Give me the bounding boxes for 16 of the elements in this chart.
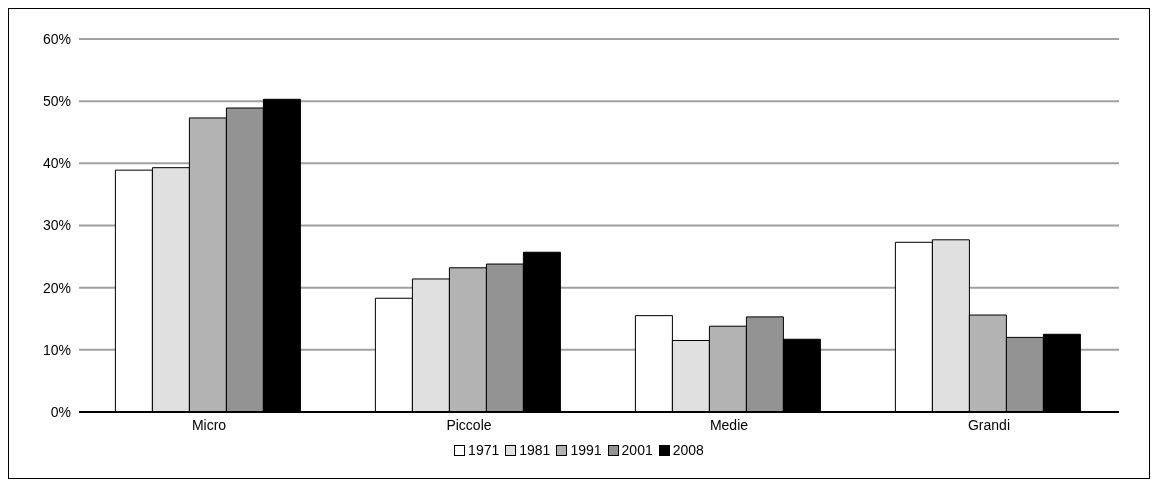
y-tick-label: 20% (42, 279, 71, 296)
legend-label: 2008 (672, 442, 704, 458)
x-tick-label: Grandi (967, 416, 1011, 433)
x-tick-label: Micro (191, 416, 227, 433)
x-tick-label: Piccole (446, 416, 492, 433)
legend-label: 2001 (621, 442, 653, 458)
legend-label: 1991 (570, 442, 602, 458)
legend-label: 1981 (519, 442, 551, 458)
y-tick-label: 50% (42, 93, 71, 110)
legend-label: 1971 (468, 442, 500, 458)
y-tick-label: 40% (42, 155, 71, 172)
y-tick-label: 30% (42, 217, 71, 234)
x-tick-label: Medie (709, 416, 749, 433)
y-tick-label: 10% (42, 341, 71, 358)
y-tick-label: 0% (50, 403, 71, 420)
y-tick-label: 60% (42, 30, 71, 47)
